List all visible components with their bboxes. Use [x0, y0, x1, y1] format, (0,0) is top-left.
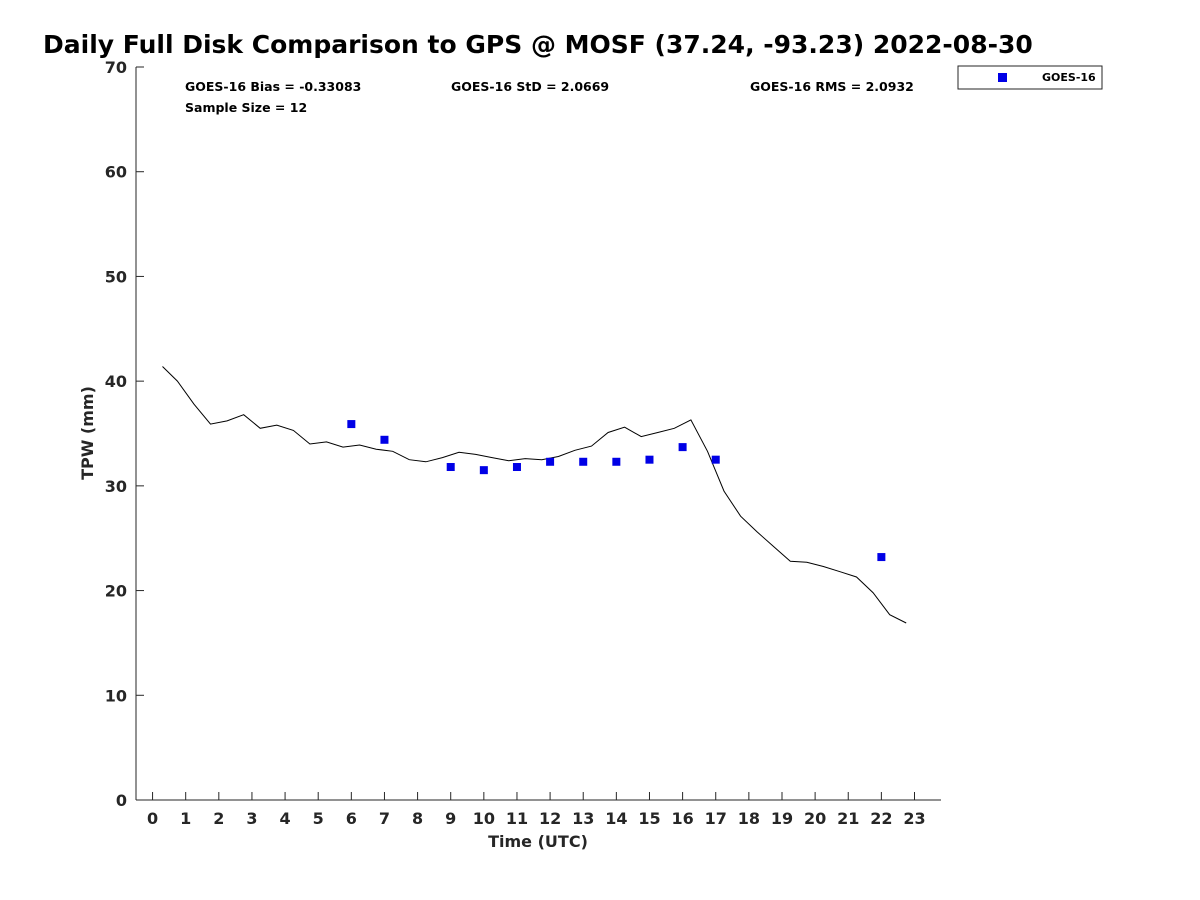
data-point: [380, 435, 389, 444]
stat-rms: GOES-16 RMS = 2.0932: [750, 79, 914, 94]
y-ticks: 0 10 20 30 40 50 60 70: [105, 58, 144, 810]
x-tick-label: 6: [346, 809, 357, 828]
legend: GOES-16: [957, 65, 1103, 90]
x-tick-label: 16: [671, 809, 693, 828]
legend-marker: [998, 73, 1007, 82]
x-tick-label: 1: [180, 809, 191, 828]
stat-sample-size: Sample Size = 12: [185, 100, 307, 115]
y-tick-label: 60: [105, 163, 127, 182]
x-tick-label: 13: [572, 809, 594, 828]
data-point: [546, 457, 555, 466]
legend-label: GOES-16: [1042, 71, 1096, 84]
y-tick-label: 20: [105, 582, 127, 601]
series-markers-goes16: [347, 420, 886, 562]
x-tick-label: 8: [412, 809, 423, 828]
y-axis-label: TPW (mm): [78, 386, 97, 480]
x-tick-label: 14: [605, 809, 627, 828]
x-tick-label: 20: [804, 809, 826, 828]
data-point: [512, 463, 521, 472]
chart-title: Daily Full Disk Comparison to GPS @ MOSF…: [43, 30, 1033, 59]
data-point: [579, 457, 588, 466]
x-tick-label: 17: [705, 809, 727, 828]
x-tick-label: 0: [147, 809, 158, 828]
x-tick-label: 21: [837, 809, 859, 828]
y-tick-label: 10: [105, 686, 127, 705]
y-tick-label: 50: [105, 267, 127, 286]
x-tick-label: 4: [280, 809, 291, 828]
data-point: [347, 420, 356, 429]
x-tick-label: 15: [638, 809, 660, 828]
x-tick-label: 9: [445, 809, 456, 828]
x-tick-label: 19: [771, 809, 793, 828]
data-point: [877, 553, 886, 562]
data-point: [612, 457, 621, 466]
x-tick-label: 10: [473, 809, 495, 828]
x-tick-label: 3: [246, 809, 257, 828]
y-tick-label: 40: [105, 372, 127, 391]
y-tick-label: 30: [105, 477, 127, 496]
data-point: [711, 455, 720, 464]
x-tick-label: 18: [738, 809, 760, 828]
stat-std: GOES-16 StD = 2.0669: [451, 79, 609, 94]
x-tick-label: 22: [870, 809, 892, 828]
legend-box: [957, 65, 1103, 90]
data-point: [479, 466, 488, 475]
data-point: [446, 463, 455, 472]
data-point: [645, 455, 654, 464]
x-tick-label: 7: [379, 809, 390, 828]
x-tick-label: 11: [506, 809, 528, 828]
y-tick-label: 0: [116, 791, 127, 810]
x-tick-label: 2: [213, 809, 224, 828]
data-point: [678, 443, 687, 452]
y-tick-label: 70: [105, 58, 127, 77]
stat-bias: GOES-16 Bias = -0.33083: [185, 79, 361, 94]
series-line-gps: [162, 366, 907, 624]
x-tick-label: 5: [313, 809, 324, 828]
x-ticks: 0 1 2 3 4 5 6 7 8 9 10 11 12 13 14 15 16 17 18 19 20 21 22 23: [147, 792, 926, 828]
x-tick-label: 23: [903, 809, 925, 828]
x-axis-label: Time (UTC): [488, 832, 588, 851]
x-tick-label: 12: [539, 809, 561, 828]
